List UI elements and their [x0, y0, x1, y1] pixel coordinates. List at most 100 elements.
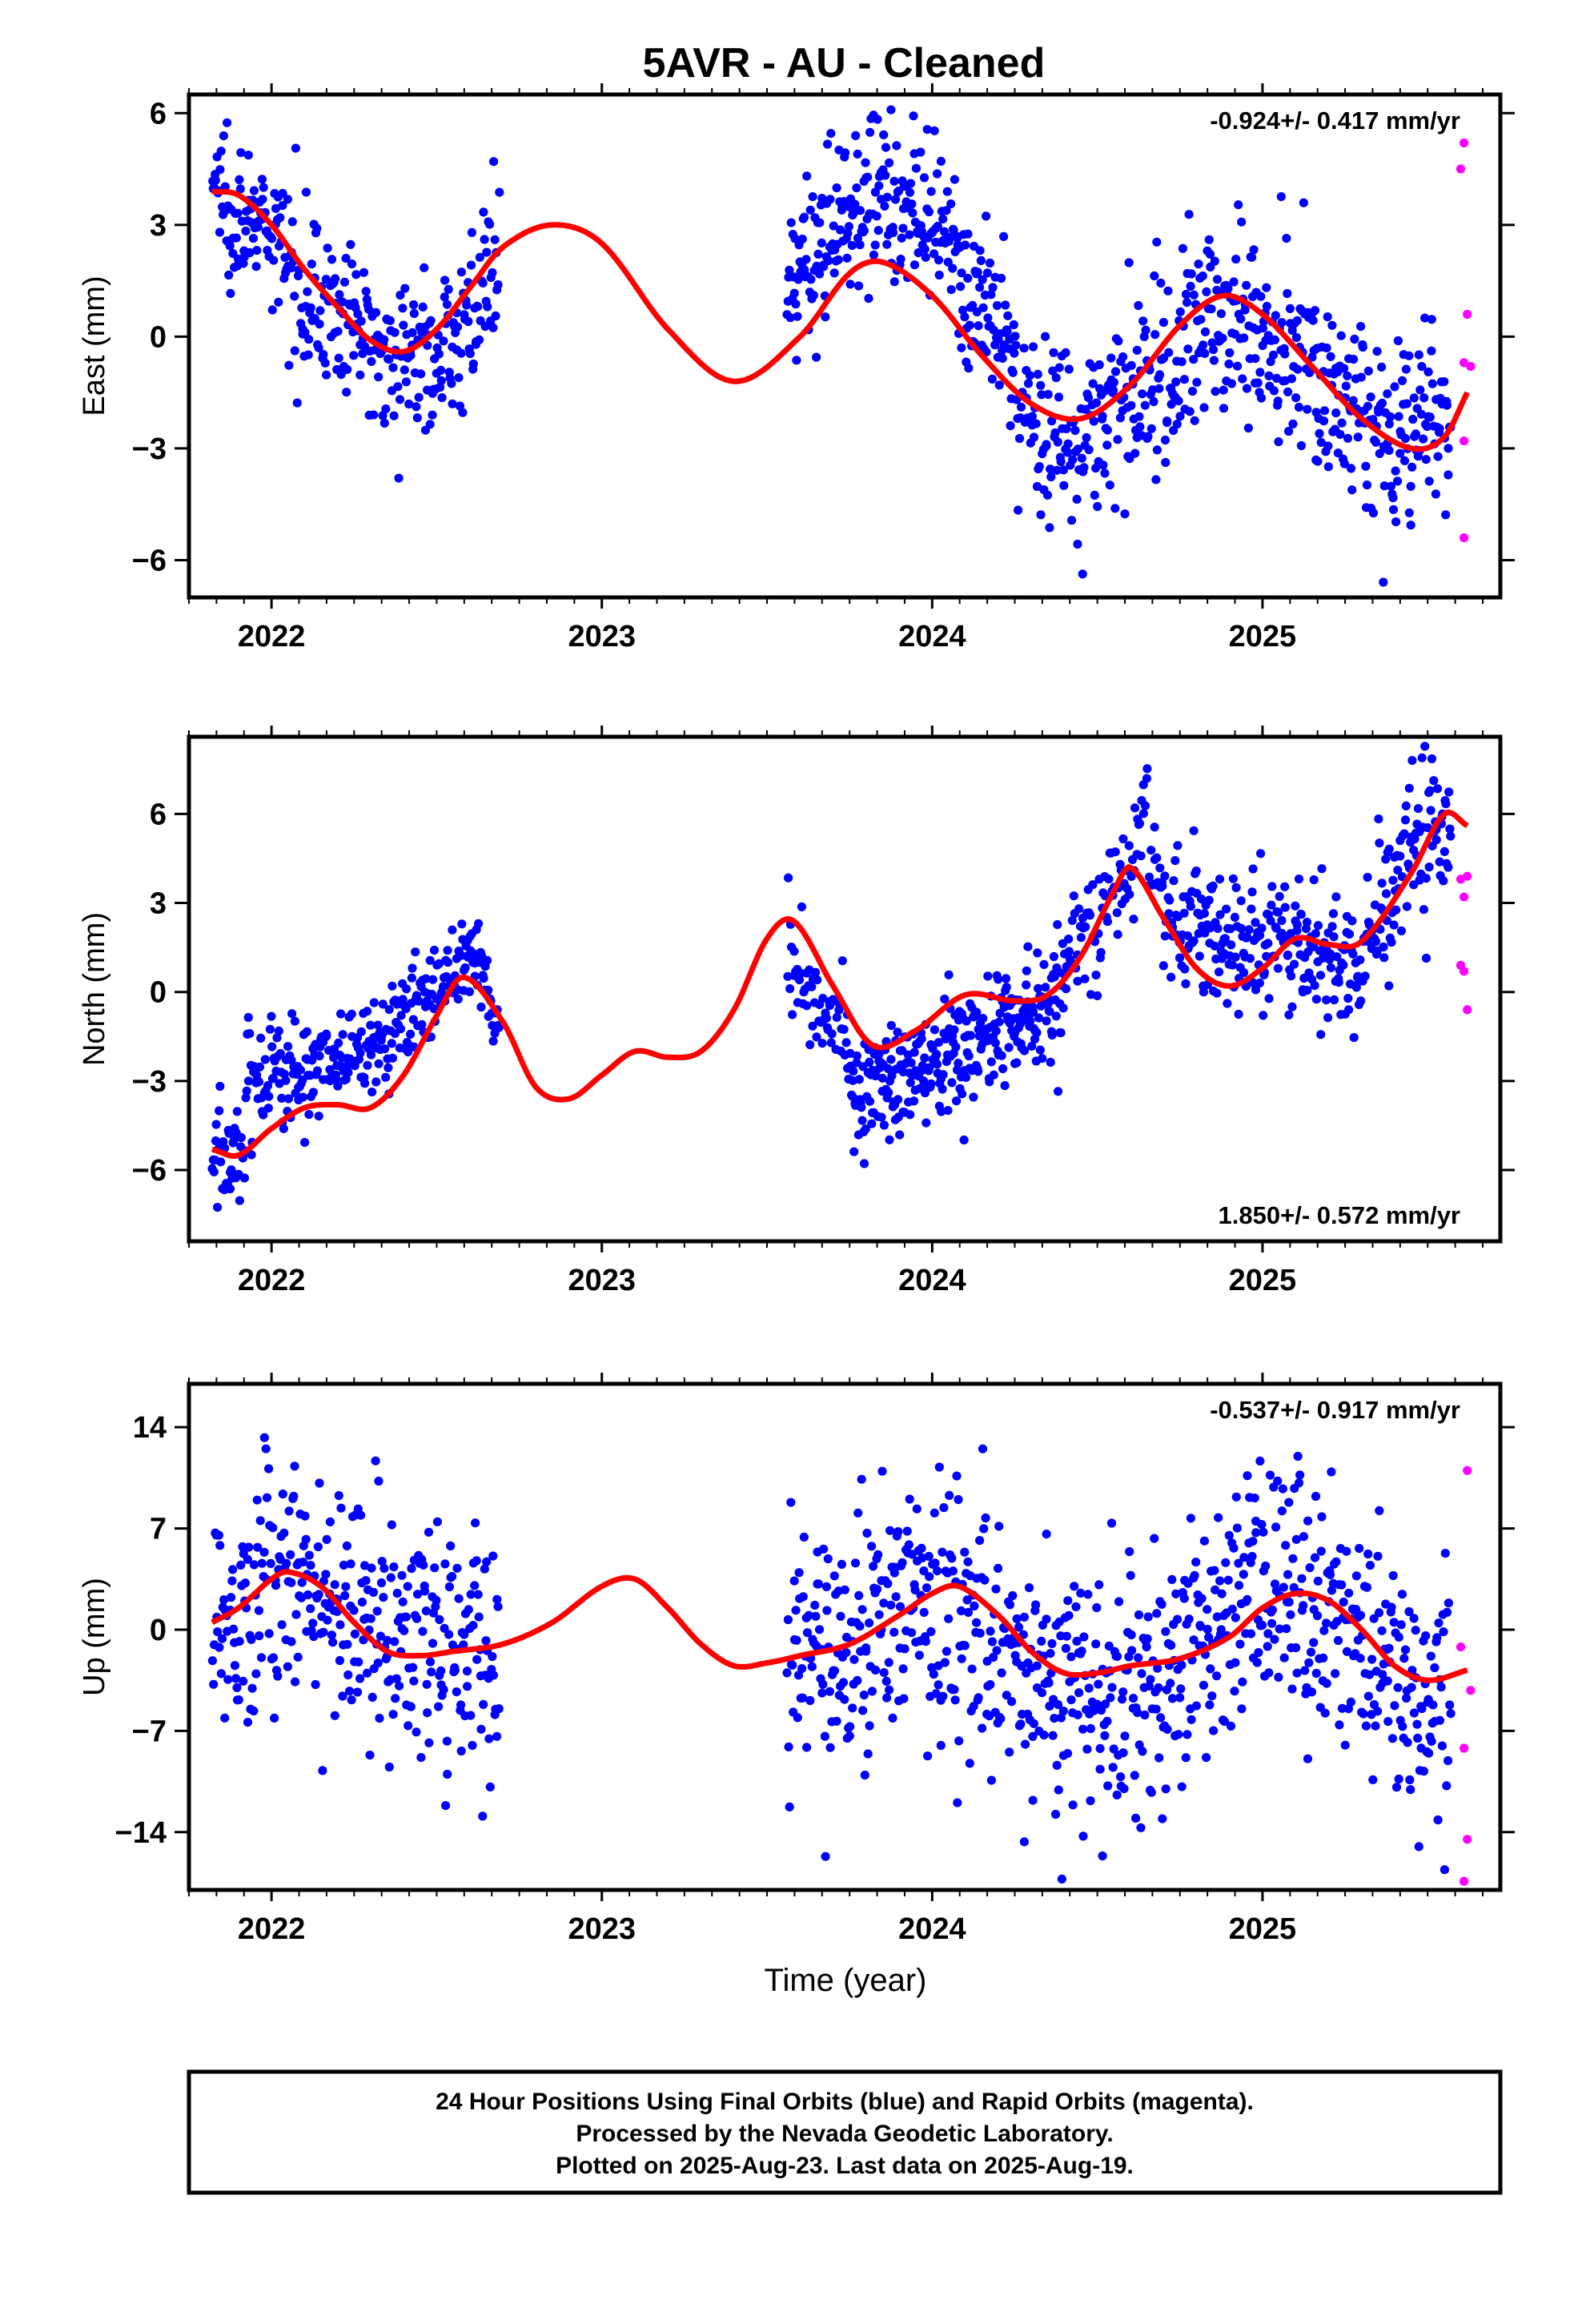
up-final-point	[340, 1590, 350, 1601]
north-final-point	[986, 1057, 996, 1067]
up-final-point	[936, 1740, 946, 1751]
up-final-point	[1404, 1606, 1414, 1617]
east-final-point	[889, 227, 898, 237]
north-final-point	[263, 1104, 273, 1113]
up-final-point	[1005, 1747, 1014, 1757]
north-final-point	[858, 1062, 868, 1072]
up-final-point	[1120, 1731, 1130, 1741]
up-final-point	[1210, 1566, 1219, 1575]
east-final-point	[1236, 314, 1246, 324]
east-final-point	[1134, 300, 1143, 311]
north-final-point	[1189, 826, 1199, 835]
east-final-point	[1050, 428, 1060, 438]
up-final-point	[322, 1534, 331, 1544]
east-final-point	[1175, 307, 1185, 316]
up-final-point	[1070, 1582, 1079, 1591]
up-final-point	[1284, 1597, 1294, 1607]
east-final-point	[1109, 377, 1118, 388]
north-y-tick-label: 3	[150, 887, 167, 921]
up-final-point	[214, 1530, 223, 1540]
east-final-point	[1150, 271, 1159, 281]
up-rapid-point	[1463, 1835, 1472, 1844]
up-final-point	[367, 1692, 377, 1702]
north-final-point	[247, 1150, 256, 1160]
north-final-point	[883, 1063, 893, 1074]
up-final-point	[798, 1592, 808, 1602]
up-final-point	[1246, 1629, 1256, 1638]
up-final-point	[857, 1474, 866, 1484]
east-final-point	[1402, 399, 1411, 408]
east-final-point	[439, 336, 448, 346]
up-final-point	[921, 1583, 932, 1593]
east-final-point	[1362, 480, 1372, 490]
up-final-point	[309, 1632, 319, 1642]
up-final-point	[400, 1626, 409, 1635]
east-final-point	[975, 246, 985, 255]
up-final-point	[1342, 1647, 1352, 1656]
up-final-point	[956, 1606, 966, 1616]
north-final-point	[1051, 1011, 1061, 1021]
north-final-point	[304, 1110, 314, 1120]
north-final-point	[1152, 853, 1162, 862]
north-final-point	[972, 1007, 982, 1017]
east-final-point	[1126, 400, 1136, 410]
up-final-point	[1433, 1815, 1443, 1825]
up-final-point	[1281, 1541, 1291, 1550]
east-final-point	[1377, 398, 1387, 408]
up-final-point	[838, 1678, 849, 1687]
east-final-point	[936, 156, 946, 166]
up-final-point	[845, 1722, 855, 1731]
up-final-point	[257, 1558, 267, 1568]
up-final-point	[494, 1704, 504, 1714]
north-final-point	[215, 1081, 225, 1092]
up-final-point	[938, 1691, 948, 1701]
east-final-point	[456, 348, 466, 358]
up-final-point	[1094, 1580, 1104, 1590]
up-final-point	[1274, 1672, 1283, 1682]
north-final-point	[1429, 776, 1439, 786]
north-final-point	[1033, 948, 1042, 958]
up-final-point	[468, 1621, 478, 1630]
up-final-point	[1254, 1648, 1263, 1658]
east-final-point	[920, 244, 930, 254]
up-final-point	[1403, 1738, 1412, 1747]
east-final-point	[1049, 348, 1058, 357]
east-final-point	[1358, 342, 1367, 352]
up-final-point	[1292, 1668, 1302, 1678]
up-final-point	[1182, 1730, 1192, 1739]
up-plot-frame	[187, 1381, 1503, 1892]
up-final-point	[239, 1676, 248, 1686]
east-final-point	[1361, 461, 1371, 471]
up-x-tick-label: 2023	[568, 1912, 636, 1946]
up-final-point	[1181, 1753, 1191, 1763]
north-final-point	[387, 1053, 398, 1063]
east-final-point	[1152, 237, 1162, 247]
east-final-point	[1287, 374, 1296, 384]
up-final-point	[1427, 1736, 1436, 1746]
east-final-point	[976, 255, 986, 265]
up-final-point	[820, 1731, 829, 1741]
north-final-point	[813, 975, 822, 985]
north-final-point	[1259, 1011, 1268, 1020]
east-final-point	[1292, 316, 1302, 325]
east-final-point	[1059, 480, 1069, 490]
up-final-point	[1127, 1646, 1137, 1655]
east-final-point	[973, 267, 982, 277]
east-final-point	[886, 105, 896, 115]
up-final-point	[422, 1679, 432, 1689]
east-final-point	[248, 234, 258, 243]
east-final-point	[1182, 298, 1192, 308]
east-final-point	[1179, 375, 1189, 384]
north-final-point	[1311, 995, 1321, 1004]
north-final-point	[930, 1025, 939, 1035]
north-final-point	[887, 1071, 897, 1080]
north-final-point	[1446, 831, 1456, 841]
up-final-point	[446, 1541, 456, 1550]
north-final-point	[1160, 931, 1170, 941]
up-final-point	[1196, 1622, 1206, 1631]
up-final-point	[882, 1693, 892, 1703]
east-final-point	[369, 410, 379, 420]
north-final-point	[267, 1011, 276, 1021]
east-final-point	[1110, 367, 1121, 376]
up-final-point	[1317, 1512, 1327, 1522]
